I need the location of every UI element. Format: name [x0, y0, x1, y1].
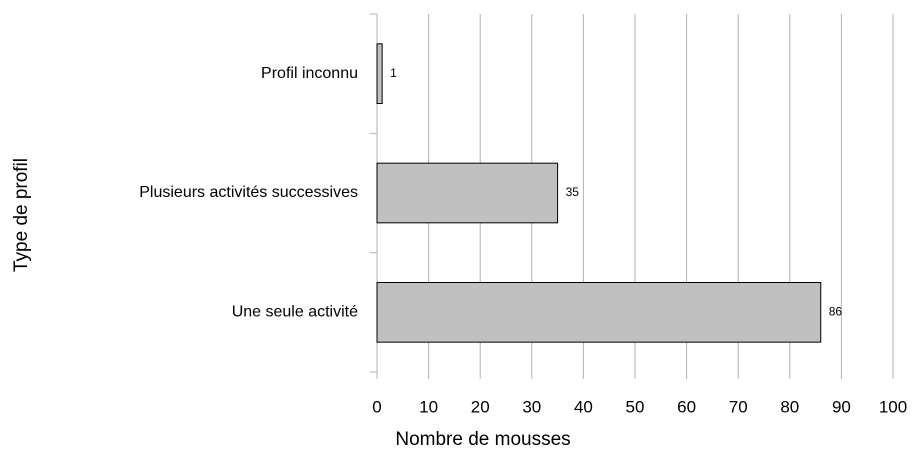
value-label: 1 [390, 66, 397, 80]
y-axis-label: Type de profil [11, 158, 32, 272]
x-tick-label: 80 [780, 397, 799, 416]
y-tick-label: Profil inconnu [261, 65, 358, 82]
x-tick-label: 100 [879, 397, 907, 416]
x-tick-label: 0 [372, 397, 381, 416]
x-tick-label: 20 [471, 397, 490, 416]
bar [376, 162, 559, 224]
x-tick-label: 70 [729, 397, 748, 416]
x-tick-label: 30 [522, 397, 541, 416]
x-tick-label: 10 [419, 397, 438, 416]
value-label: 35 [566, 185, 580, 199]
bar [376, 43, 383, 104]
bar [376, 282, 822, 343]
x-axis-label: Nombre de mousses [395, 429, 570, 450]
y-tick-label: Une seule activité [232, 304, 358, 321]
value-label: 86 [829, 305, 843, 319]
x-tick-label: 50 [626, 397, 645, 416]
y-tick-label: Plusieurs activités successives [139, 184, 358, 201]
x-tick-label: 60 [677, 397, 696, 416]
x-tick-label: 90 [832, 397, 851, 416]
x-tick-label: 40 [574, 397, 593, 416]
